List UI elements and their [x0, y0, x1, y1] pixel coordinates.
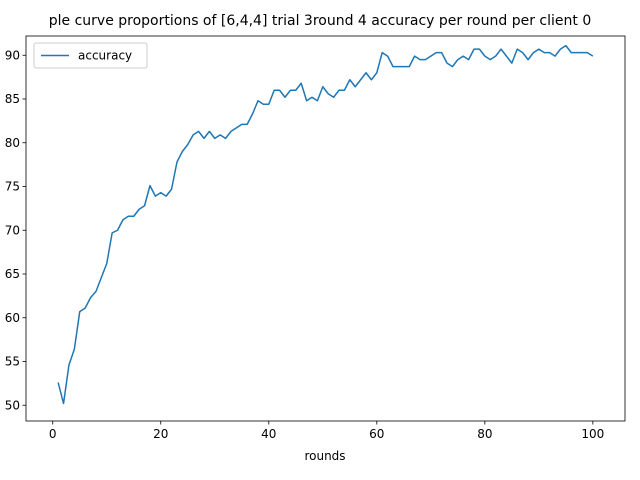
y-tick-label: 90	[5, 48, 20, 62]
plot-area	[25, 35, 626, 422]
x-tick-label: 60	[369, 427, 384, 441]
x-axis-label: rounds	[304, 449, 345, 463]
y-axis-ticks: 50 55 60 65 70 75 80 85 90	[5, 48, 26, 412]
x-tick-label: 100	[581, 427, 604, 441]
x-tick-label: 20	[153, 427, 168, 441]
series-line-accuracy	[57, 44, 594, 405]
legend-box	[33, 42, 148, 69]
x-tick-label: 40	[261, 427, 276, 441]
x-axis-ticks: 0 20 40 60 80 100	[49, 421, 604, 441]
legend: accuracy	[33, 42, 148, 69]
y-tick-label: 75	[5, 180, 20, 194]
plot-frame	[25, 35, 626, 422]
y-tick-label: 85	[5, 92, 20, 106]
y-tick-label: 55	[5, 355, 20, 369]
y-tick-label: 65	[5, 267, 20, 281]
legend-label: accuracy	[78, 49, 132, 63]
y-tick-label: 70	[5, 223, 20, 237]
y-tick-label: 80	[5, 136, 20, 150]
y-tick-label: 50	[5, 398, 20, 412]
x-tick-label: 80	[477, 427, 492, 441]
chart-title: ple curve proportions of [6,4,4] trial 3…	[49, 13, 591, 29]
x-tick-label: 0	[49, 427, 57, 441]
y-tick-label: 60	[5, 311, 20, 325]
